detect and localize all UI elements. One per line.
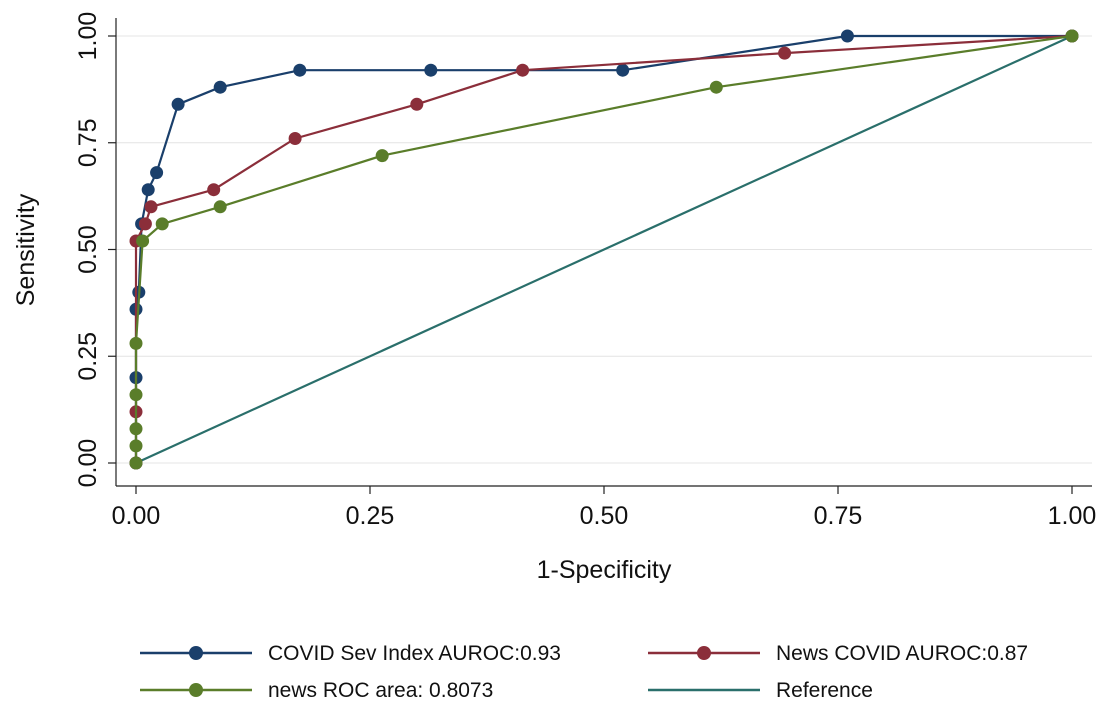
x-tick-label: 0.50 [580,502,629,530]
y-tick-label: 0.75 [74,118,102,167]
data-point [155,217,169,231]
data-point [141,183,155,197]
x-tick-label: 0.75 [814,502,863,530]
data-point [144,200,158,214]
data-point [129,456,143,470]
legend: COVID Sev Index AUROC:0.93 News COVID AUR… [140,642,1028,702]
data-point [778,46,792,60]
legend-swatch-marker [697,646,711,660]
data-point [136,234,150,248]
data-point [129,388,143,402]
legend-swatch-marker [189,646,203,660]
legend-item: News COVID AUROC:0.87 [648,642,1028,665]
x-tick-label: 0.25 [346,502,395,530]
data-point [424,63,438,77]
series-layer [129,29,1079,470]
data-point [213,200,227,214]
legend-label: news ROC area: 0.8073 [268,679,493,702]
legend-swatch-marker [189,683,203,697]
data-point [207,183,221,197]
data-point [516,63,530,77]
legend-label: Reference [776,679,873,702]
legend-label: News COVID AUROC:0.87 [776,642,1028,665]
y-tick-label: 0.50 [74,225,102,274]
axes: 0.00 0.25 0.50 0.75 1.00 0.00 0.25 0.50 0.75 1.00 [74,12,1096,530]
legend-item: news ROC area: 0.8073 [140,679,493,702]
data-point [293,63,307,77]
data-point [213,80,227,94]
data-point [129,422,143,436]
x-tick-label: 1.00 [1048,502,1097,530]
data-point [288,132,302,145]
y-tick-label: 0.00 [74,439,102,488]
data-point [410,97,424,111]
legend-item: COVID Sev Index AUROC:0.93 [140,642,561,665]
data-point [375,149,389,163]
y-axis-title: Sensitivity [12,193,40,306]
data-point [171,97,185,111]
x-tick-label: 0.00 [112,502,161,530]
data-point [1065,29,1079,43]
legend-item: Reference [648,679,873,702]
series-2 [129,29,1079,470]
legend-label: COVID Sev Index AUROC:0.93 [268,642,561,665]
data-point [709,80,723,94]
data-point [840,29,854,43]
data-point [129,439,143,453]
data-point [616,63,630,77]
series-line [135,34,1073,465]
x-axis-title: 1-Specificity [537,556,672,584]
y-tick-label: 1.00 [74,12,102,61]
series-3 [135,34,1073,465]
data-point [129,336,143,350]
data-point [150,166,164,180]
y-tick-label: 0.25 [74,332,102,381]
data-point [138,217,152,231]
plot-frame [115,18,1092,487]
